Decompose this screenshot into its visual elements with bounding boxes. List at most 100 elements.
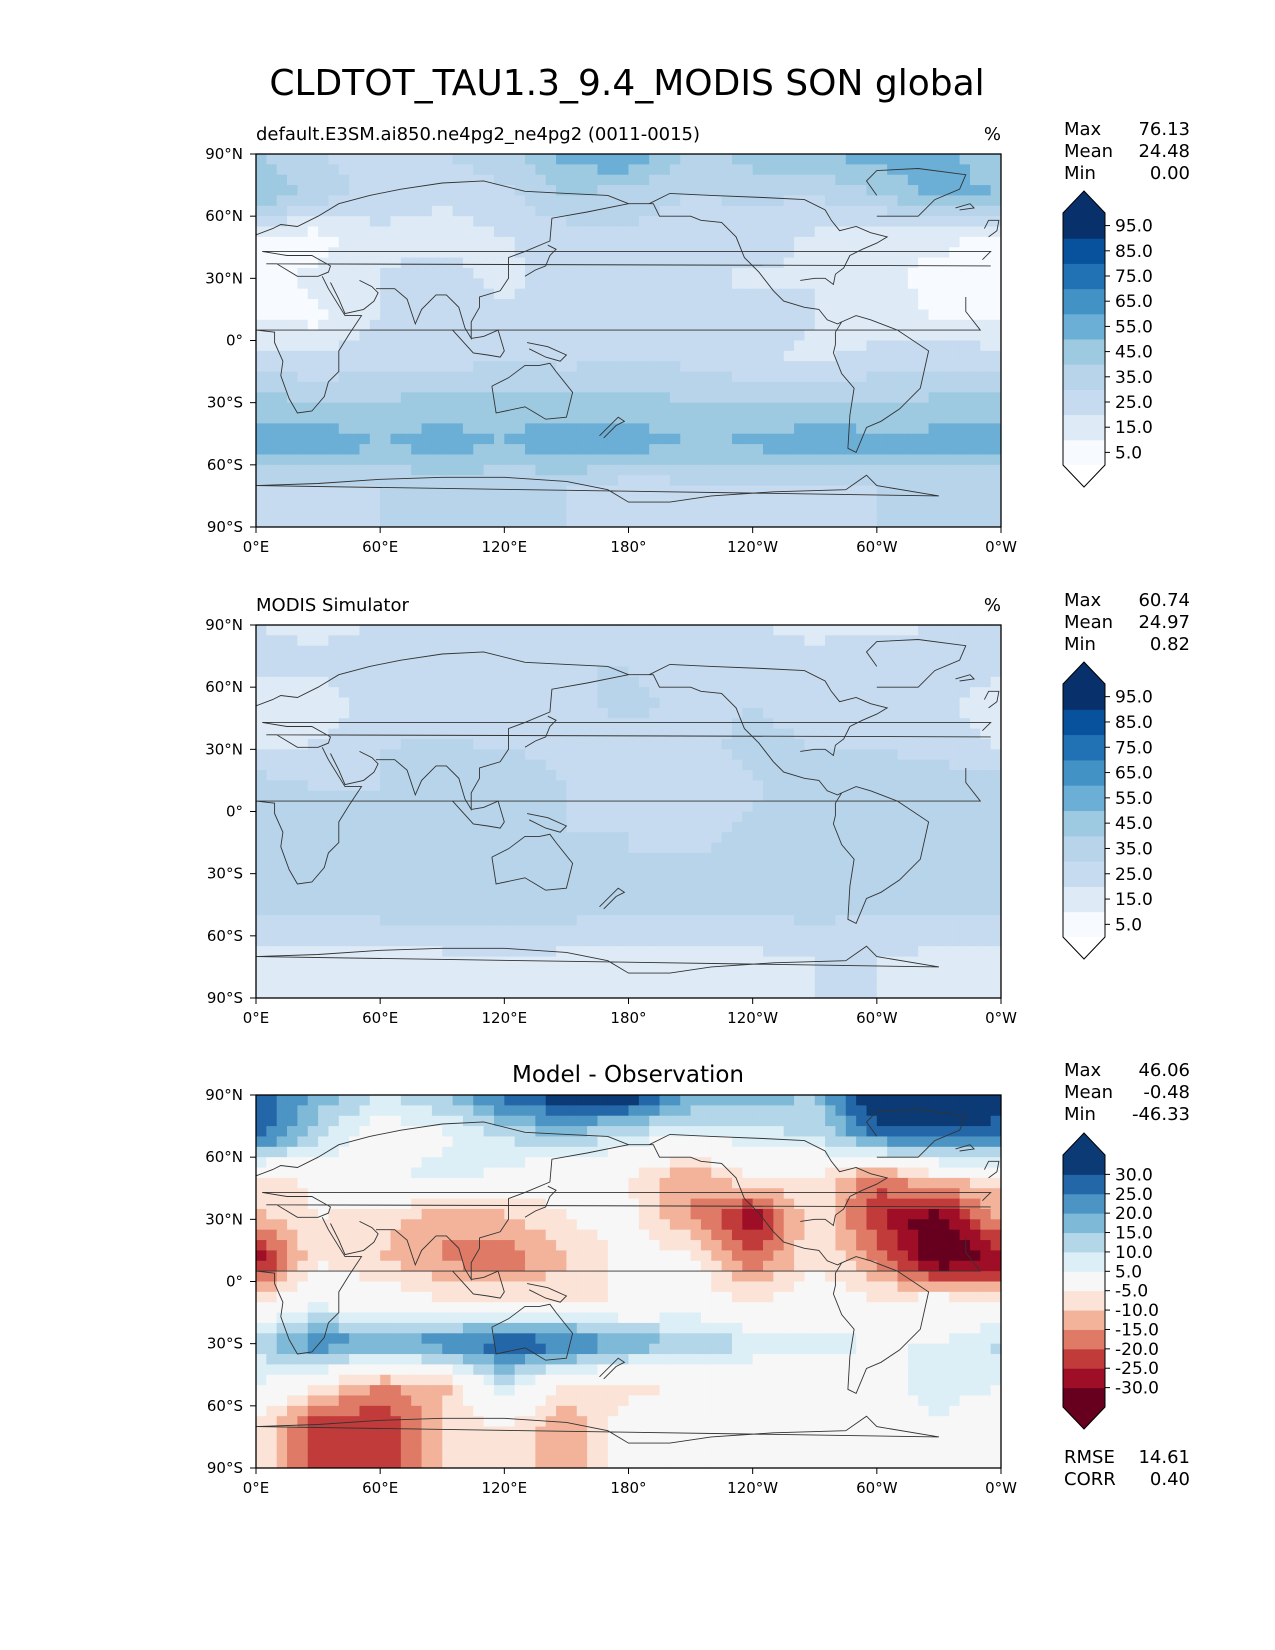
field-cell <box>256 687 267 699</box>
field-cell <box>959 174 971 186</box>
field-cell <box>462 790 474 802</box>
field-cell <box>763 697 774 709</box>
field-cell <box>680 749 692 761</box>
field-cell <box>266 915 278 927</box>
field-cell <box>256 873 267 885</box>
field-cell <box>297 516 309 527</box>
field-cell <box>400 444 412 456</box>
field-cell <box>328 707 340 719</box>
field-cell <box>597 697 609 709</box>
field-cell <box>969 185 981 197</box>
field-cell <box>825 852 837 864</box>
field-cell <box>359 904 371 916</box>
field-cell <box>928 925 940 937</box>
field-cell <box>866 852 878 864</box>
field-cell <box>669 925 681 937</box>
field-cell <box>794 413 806 424</box>
field-cell <box>763 821 774 833</box>
field-cell <box>380 299 392 311</box>
field-cell <box>959 164 971 176</box>
field-cell <box>907 915 919 927</box>
field-cell <box>473 350 485 362</box>
field-cell <box>597 935 609 947</box>
field-cell <box>276 402 288 414</box>
field-cell <box>380 884 392 895</box>
field-cell <box>938 811 950 823</box>
field-cell <box>680 873 692 885</box>
field-cell <box>897 749 909 761</box>
field-cell <box>556 454 568 466</box>
field-cell <box>690 863 702 875</box>
field-cell <box>483 423 495 435</box>
field-cell <box>804 801 816 813</box>
field-cell <box>400 790 412 802</box>
field-cell <box>462 381 474 393</box>
field-cell <box>297 278 309 290</box>
field-cell <box>338 454 350 466</box>
field-cell <box>794 381 806 393</box>
field-cell <box>711 894 723 906</box>
field-cell <box>400 759 412 771</box>
field-cell <box>349 340 361 352</box>
field-cell <box>256 832 267 844</box>
field-cell <box>876 811 888 823</box>
field-cell <box>525 821 536 833</box>
field-cell <box>949 164 961 176</box>
field-cell <box>949 381 961 393</box>
field-cell <box>659 444 671 456</box>
field-cell <box>980 402 992 414</box>
field-cell <box>907 925 919 937</box>
field-cell <box>938 340 950 352</box>
field-cell <box>411 873 423 885</box>
field-cell <box>711 299 723 311</box>
field-cell <box>773 464 785 476</box>
field-cell <box>421 464 433 476</box>
field-cell <box>628 718 640 730</box>
field-cell <box>721 935 733 947</box>
field-cell <box>980 811 992 823</box>
field-cell <box>638 195 650 207</box>
field-cell <box>390 811 402 823</box>
field-cell <box>618 226 630 238</box>
field-cell <box>897 309 909 321</box>
field-cell <box>338 687 350 699</box>
field-cell <box>804 925 816 937</box>
field-cell <box>452 361 464 373</box>
field-cell <box>814 247 826 259</box>
field-cell <box>390 645 402 657</box>
field-cell <box>307 475 319 487</box>
field-cell <box>835 946 847 958</box>
field-cell <box>938 454 950 466</box>
field-cell <box>649 852 661 864</box>
field-cell <box>504 267 516 279</box>
field-cell <box>876 645 888 657</box>
stat-value: 0.00 <box>1150 163 1190 184</box>
field-cell <box>504 666 516 678</box>
field-cell <box>856 915 868 927</box>
field-cell <box>545 935 557 947</box>
field-cell <box>856 821 868 833</box>
field-cell <box>556 884 568 895</box>
field-cell <box>907 873 919 885</box>
field-cell <box>618 697 630 709</box>
field-cell <box>473 278 485 290</box>
field-cell <box>607 278 619 290</box>
field-cell <box>256 247 267 259</box>
field-cell <box>845 174 857 186</box>
field-cell <box>297 666 309 678</box>
field-cell <box>938 495 950 507</box>
field-cell <box>856 319 868 331</box>
field-cell <box>493 832 505 844</box>
field-cell <box>307 852 319 864</box>
field-cell <box>938 863 950 875</box>
field-cell <box>421 381 433 393</box>
field-cell <box>969 884 981 895</box>
field-cell <box>628 749 640 761</box>
field-cell <box>969 205 981 217</box>
field-cell <box>297 728 309 740</box>
field-cell <box>328 330 340 342</box>
field-cell <box>628 738 640 750</box>
field-cell <box>742 790 754 802</box>
field-cell <box>969 935 981 947</box>
field-cell <box>783 915 795 927</box>
